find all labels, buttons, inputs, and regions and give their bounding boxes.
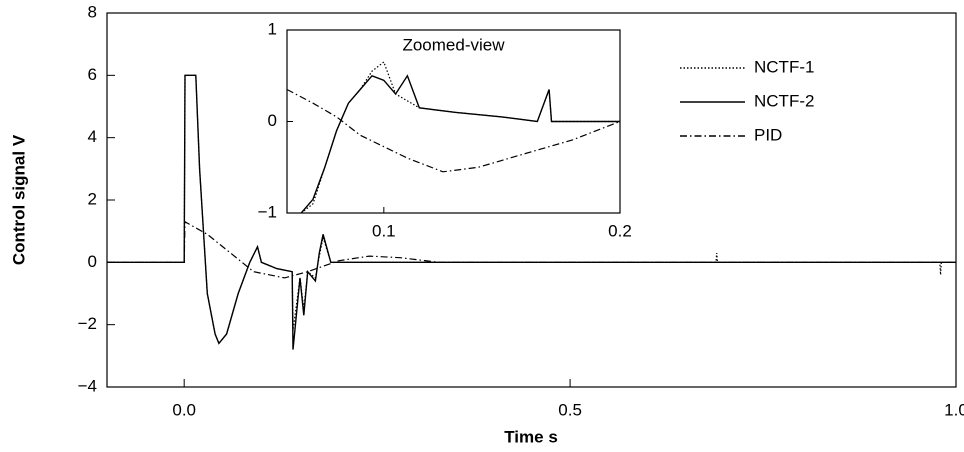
y-tick-label: 2 bbox=[88, 189, 97, 208]
y-tick-label: 0 bbox=[88, 252, 97, 271]
legend-label: NCTF-2 bbox=[754, 91, 814, 110]
series-line bbox=[107, 74, 956, 350]
inset-title: Zoomed-view bbox=[402, 35, 505, 54]
series-line bbox=[300, 74, 620, 214]
y-tick-label: 0 bbox=[268, 111, 277, 130]
y-tick-label: 1 bbox=[268, 19, 277, 38]
y-tick-label: −1 bbox=[258, 202, 277, 221]
y-tick-label: −2 bbox=[78, 314, 97, 333]
series-line bbox=[107, 220, 956, 279]
y-axis-title: Control signal V bbox=[9, 134, 28, 265]
y-tick-label: 6 bbox=[88, 65, 97, 84]
series-line bbox=[286, 88, 621, 173]
x-tick-label: 1.0 bbox=[944, 400, 964, 419]
y-tick-label: 8 bbox=[88, 2, 97, 21]
legend-label: NCTF-1 bbox=[754, 57, 814, 76]
x-tick-label: 0.2 bbox=[608, 221, 632, 240]
y-tick-label: 4 bbox=[88, 127, 97, 146]
x-tick-label: 0.1 bbox=[372, 221, 396, 240]
y-tick-label: −4 bbox=[78, 376, 97, 395]
legend-label: PID bbox=[754, 125, 782, 144]
x-tick-label: 0.5 bbox=[558, 400, 582, 419]
x-tick-label: 0.0 bbox=[172, 400, 196, 419]
x-axis-title: Time s bbox=[504, 427, 558, 446]
